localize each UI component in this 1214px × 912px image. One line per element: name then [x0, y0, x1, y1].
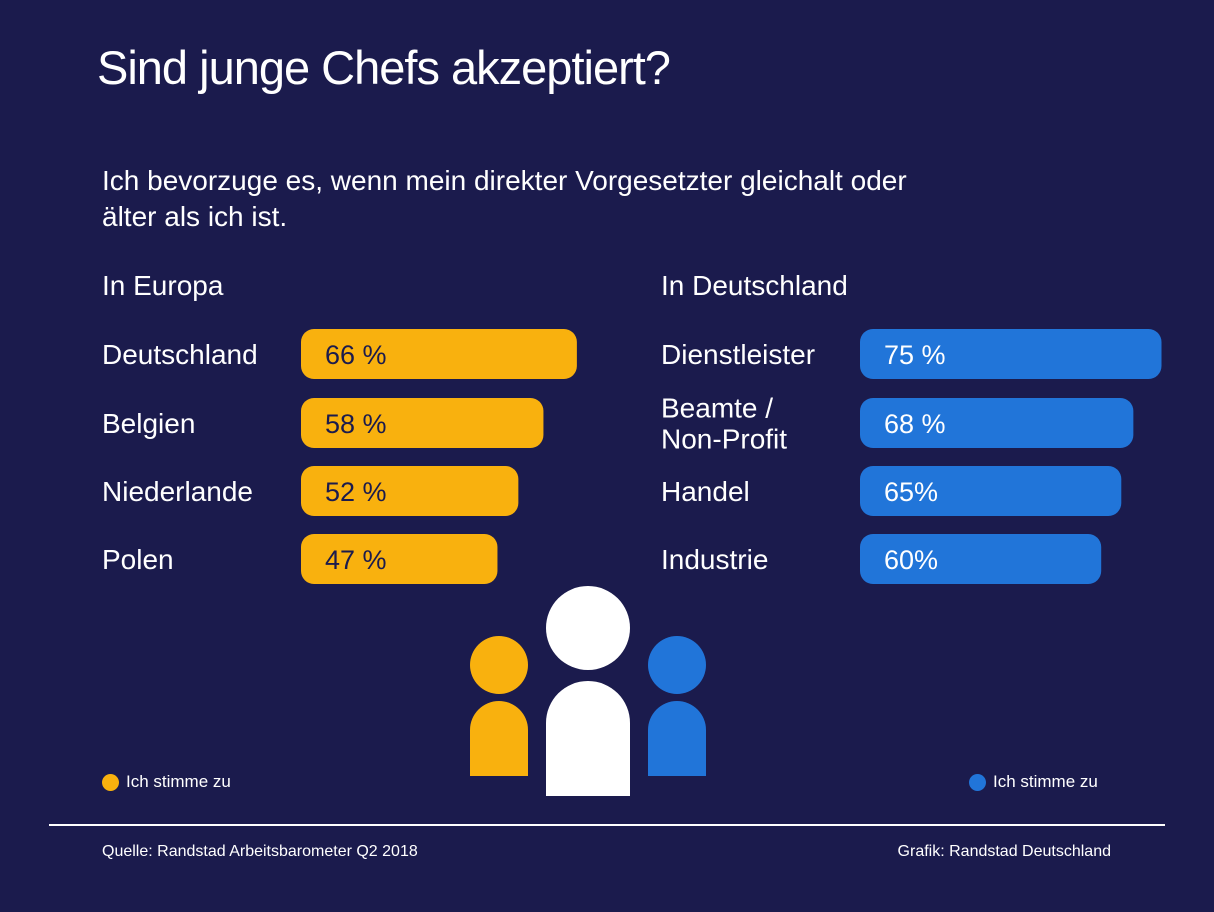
europe-category-label: Polen [102, 544, 174, 575]
germany-value-label: 75 % [884, 340, 946, 370]
chart-title: Sind junge Chefs akzeptiert? [97, 41, 671, 94]
germany-bar-chart: Dienstleister 75 % Beamte / Non-Profit 68 % H… [661, 329, 1162, 584]
person-right-head [648, 636, 706, 694]
germany-category-label: Industrie [661, 544, 768, 575]
germany-bar [860, 329, 1162, 379]
europe-bar [301, 534, 498, 584]
germany-value-label: 68 % [884, 409, 946, 439]
footer-divider [49, 824, 1165, 826]
europe-heading: In Europa [102, 270, 224, 301]
europe-value-label: 58 % [325, 409, 387, 439]
legend-dot-blue-icon [969, 773, 986, 791]
germany-category-label: Dienstleister [661, 339, 815, 370]
europe-bar [301, 329, 577, 379]
germany-bar [860, 398, 1134, 448]
europe-bar [301, 398, 544, 448]
germany-category-label: Handel [661, 476, 750, 507]
europe-bar-chart: Deutschland 66 % Belgien 58 % Niederlande 52 … [102, 329, 577, 584]
europe-value-label: 47 % [325, 545, 387, 575]
germany-value-label: 60% [884, 545, 938, 575]
europe-value-label: 66 % [325, 340, 387, 370]
person-left-body [470, 701, 528, 776]
chart-subtitle: Ich bevorzuge es, wenn mein direkter Vor… [102, 165, 907, 232]
legend-germany: Ich stimme zu [969, 772, 1098, 792]
legend-europe-label: Ich stimme zu [126, 772, 231, 791]
germany-bar [860, 534, 1102, 584]
legend-dot-yellow-icon [102, 773, 119, 791]
europe-category-label: Deutschland [102, 339, 258, 370]
europe-category-label: Niederlande [102, 476, 253, 507]
legend-germany-label: Ich stimme zu [993, 772, 1098, 791]
europe-category-label: Belgien [102, 408, 195, 439]
person-left-head [470, 636, 528, 694]
people-group-icon [470, 586, 706, 796]
germany-category-label: Beamte / Non-Profit [661, 393, 787, 455]
germany-value-label: 65% [884, 477, 938, 507]
credit-note: Grafik: Randstad Deutschland [897, 843, 1111, 860]
germany-heading: In Deutschland [661, 270, 848, 301]
europe-value-label: 52 % [325, 477, 387, 507]
source-note: Quelle: Randstad Arbeitsbarometer Q2 201… [102, 843, 418, 860]
legend-europe: Ich stimme zu [102, 772, 231, 792]
germany-bar [860, 466, 1122, 516]
person-center-head [546, 586, 630, 670]
person-right-body [648, 701, 706, 776]
europe-bar [301, 466, 519, 516]
person-center-body [546, 681, 630, 796]
